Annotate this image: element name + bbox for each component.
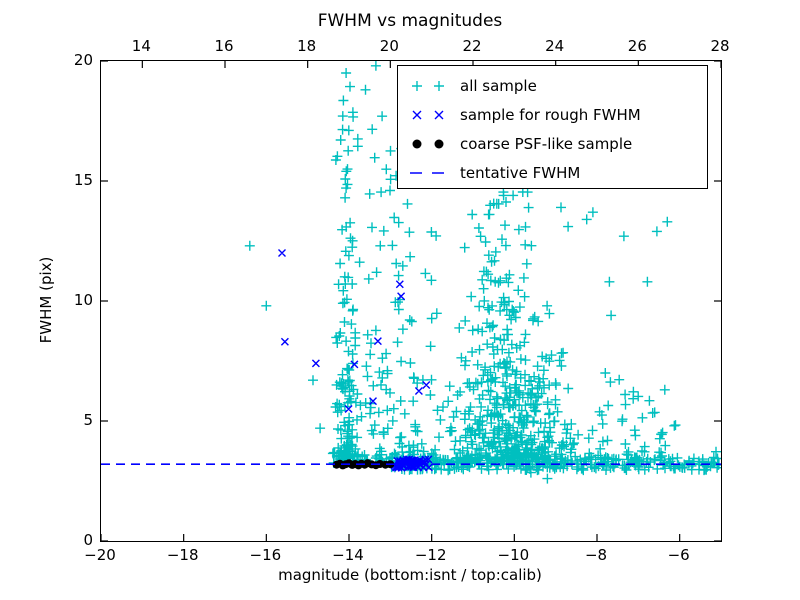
dashed-line-icon	[410, 171, 444, 174]
y-tick-label: 0	[83, 531, 93, 549]
legend-box: all sample sample for rough FWHM coarse …	[397, 65, 708, 189]
legend-label: sample for rough FWHM	[460, 105, 641, 124]
x-marker-icon	[412, 110, 444, 119]
y-tick-label: 15	[73, 171, 93, 189]
x-tick-label: −10	[497, 546, 530, 564]
y-tick-label: 20	[73, 51, 93, 69]
x-tick-label: −20	[84, 546, 116, 564]
top-tick-label: 18	[297, 37, 317, 55]
x-tick-label: −14	[332, 546, 364, 564]
x-tick-label: −8	[584, 546, 608, 564]
top-tick-label: 20	[379, 37, 399, 55]
x-tick-label: −12	[414, 546, 447, 564]
legend-item-rough-fwhm: sample for rough FWHM	[406, 100, 707, 129]
top-tick-label: 26	[627, 37, 647, 55]
legend-item-tentative-fwhm: tentative FWHM	[406, 158, 707, 187]
dot-marker-icon	[412, 139, 444, 148]
plus-marker-icon	[412, 80, 444, 91]
chart-title: FWHM vs magnitudes	[317, 11, 503, 31]
legend-label: all sample	[460, 76, 537, 95]
legend-item-psf-sample: coarse PSF-like sample	[406, 129, 707, 158]
top-tick-label: 14	[131, 37, 151, 55]
x-tick-label: −6	[667, 546, 690, 564]
legend-label: coarse PSF-like sample	[460, 134, 633, 153]
plot-area	[100, 60, 722, 542]
x-axis-label: magnitude (bottom:isnt / top:calib)	[278, 566, 542, 584]
top-tick-label: 28	[710, 37, 730, 55]
top-tick-label: 24	[545, 37, 565, 55]
legend-label: tentative FWHM	[460, 163, 581, 182]
x-tick-label: −18	[166, 546, 199, 564]
scatter-canvas	[101, 61, 721, 541]
y-tick-label: 5	[83, 411, 93, 429]
y-tick-label: 10	[73, 291, 93, 309]
top-tick-label: 22	[462, 37, 482, 55]
top-tick-label: 16	[214, 37, 234, 55]
x-tick-label: −16	[249, 546, 282, 564]
legend-item-all-sample: all sample	[406, 71, 707, 100]
